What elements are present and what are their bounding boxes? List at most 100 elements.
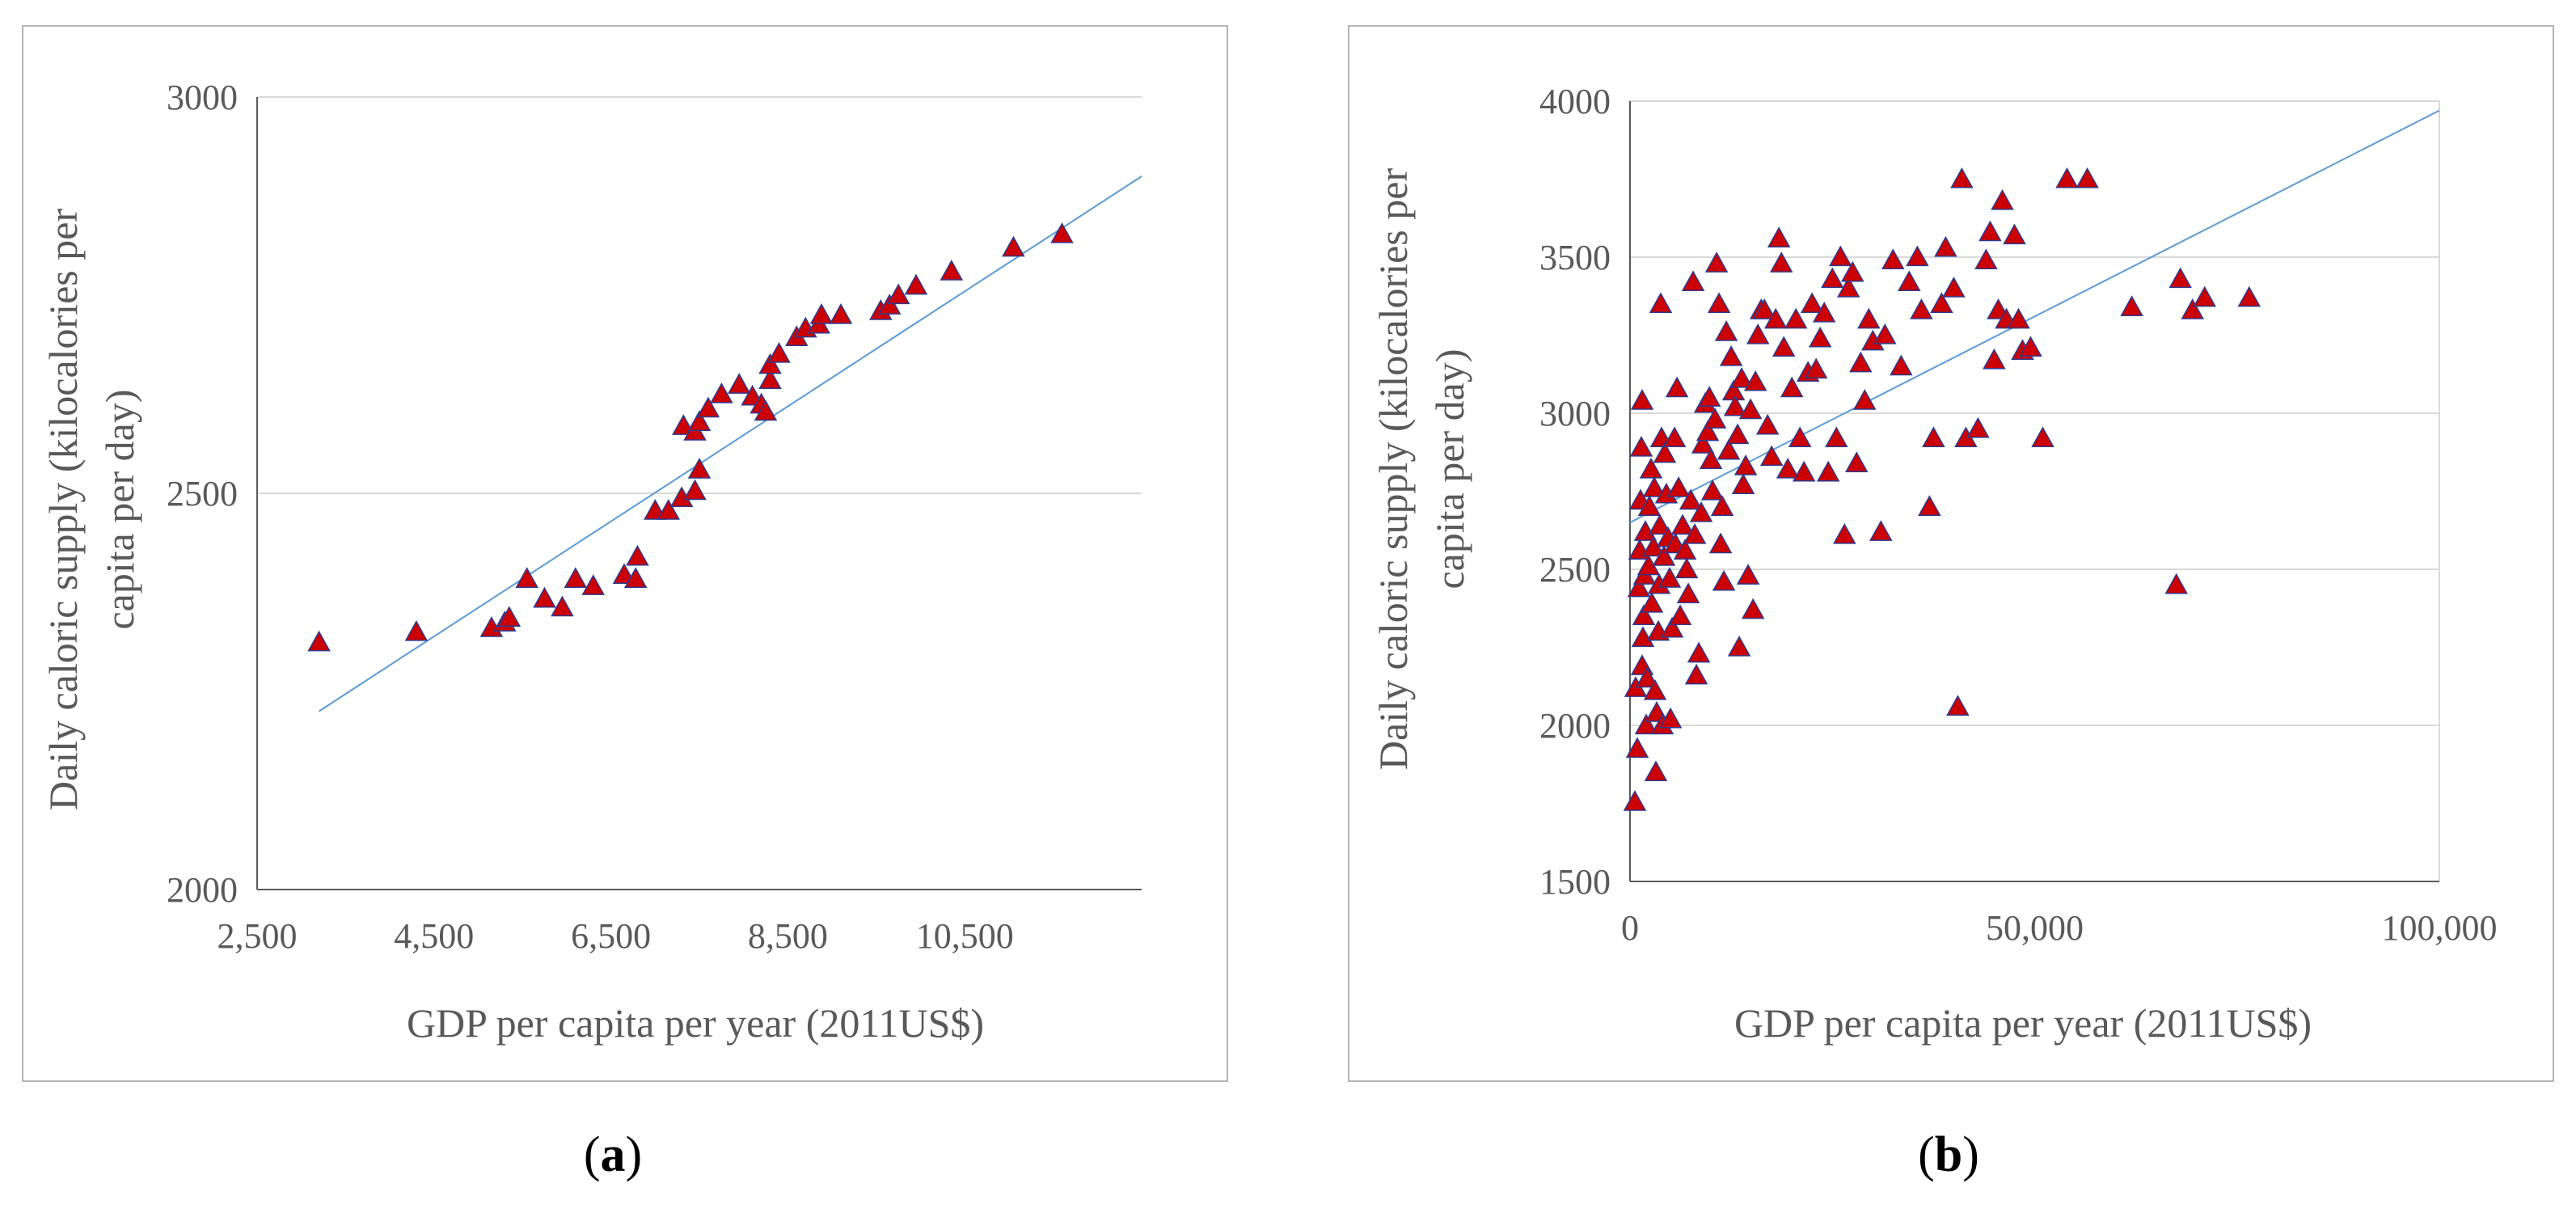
panel-b-point-78 (1746, 323, 1770, 344)
panel-b-point-49 (1684, 663, 1708, 685)
panel-b-point-44 (1674, 557, 1699, 579)
panel-b-point-139 (2164, 573, 2188, 594)
panel-b-point-75 (1738, 398, 1763, 420)
panel-a-caption-close: ) (626, 1127, 643, 1182)
panel-a-x-tick-label: 4,500 (394, 916, 474, 956)
panel-b-point-26 (1648, 514, 1672, 535)
panel-a-point-18 (683, 479, 707, 501)
panel-b-point-95 (1808, 326, 1832, 348)
panel-b-point-87 (1776, 457, 1800, 479)
panel-a-point-29 (767, 341, 791, 363)
panel-b-point-18 (1640, 591, 1664, 613)
panel-b-point-138 (2120, 295, 2143, 316)
panel-b-point-119 (1934, 235, 1957, 257)
panel-a-point-4 (497, 606, 522, 628)
panel-b-point-116 (1918, 495, 1941, 516)
panel-b-point-100 (1829, 245, 1852, 267)
panel-b-point-62 (1710, 495, 1734, 516)
panel-b-point-3 (1627, 576, 1651, 598)
panel-b-trendline (1629, 109, 2440, 523)
panel-a-point-8 (564, 567, 588, 588)
panel-b-y-tick-labels: 1500 2000 2500 3000 3500 4000 (1539, 82, 1611, 902)
panel-a-point-38 (904, 273, 928, 295)
panel-b-point-16 (1637, 495, 1662, 516)
panel-b-point-22 (1644, 760, 1668, 782)
panel-b-y-tick-label: 4000 (1539, 82, 1611, 121)
panel-a-point-33 (809, 302, 834, 324)
panel-b-point-13 (1634, 713, 1658, 735)
panel-b-point-48 (1683, 522, 1707, 544)
panel-b-point-14 (1635, 666, 1659, 688)
panel-b-point-71 (1729, 366, 1754, 388)
panel-b-point-81 (1755, 413, 1780, 435)
panel-a-x-tick-label: 2,500 (217, 916, 298, 956)
panel-b-point-105 (1849, 351, 1873, 373)
panel-b-point-54 (1696, 420, 1720, 442)
panel-b-point-55 (1697, 386, 1721, 407)
panel-b-point-43 (1673, 539, 1697, 560)
panel-b-x-axis-label: GDP per capita per year (2011US$) (1734, 1000, 2312, 1046)
panel-a-y-tick-label: 2500 (167, 474, 238, 514)
panel-b-point-41 (1668, 604, 1692, 626)
panel-b-point-45 (1676, 582, 1700, 604)
panel-a-caption: (a) (584, 1127, 642, 1182)
panel-b-point-85 (1769, 251, 1793, 273)
panel-a-x-axis-label: GDP per capita per year (2011US$) (407, 1000, 984, 1046)
panel-a-y-axis-label-line-1: Daily caloric supply (kilocalories per (40, 209, 86, 811)
panel-a-point-14 (657, 499, 680, 520)
panel-b-y-tick-label: 3500 (1539, 238, 1611, 277)
panel-b-point-129 (1991, 188, 2014, 210)
panel-b-point-96 (1812, 301, 1836, 323)
panel-a-point-36 (877, 294, 902, 315)
panel-b-point-137 (2076, 167, 2099, 188)
panel-b-point-142 (2193, 285, 2216, 307)
panel-a-point-41 (1050, 222, 1074, 243)
panel-b-point-131 (2003, 223, 2026, 245)
panel-b-point-47 (1681, 270, 1705, 292)
panel-b-point-9 (1631, 626, 1655, 648)
panel-a-point-27 (758, 368, 782, 390)
panel-a-x-tick-label: 8,500 (748, 916, 828, 956)
panel-b-point-56 (1699, 448, 1723, 470)
panel-a-x-tick-label: 10,500 (916, 916, 1014, 956)
panel-b-point-76 (1741, 598, 1765, 619)
panel-b-point-74 (1736, 564, 1760, 585)
panel-b-frame (1348, 25, 2554, 1082)
panel-b-point-82 (1759, 445, 1784, 467)
panel-b-point-97 (1816, 460, 1840, 482)
panel-b-point-80 (1752, 298, 1776, 319)
panel-a-y-tick-label: 2000 (167, 870, 238, 910)
panel-b-point-90 (1788, 426, 1812, 448)
panel-a-caption-letter: a (601, 1127, 626, 1182)
panel-b-point-94 (1804, 357, 1828, 379)
panel-b-point-27 (1649, 292, 1673, 314)
panel-b-point-7 (1630, 389, 1654, 410)
panel-b-point-21 (1643, 678, 1667, 700)
panel-b-point-106 (1853, 389, 1877, 410)
panel-b-point-35 (1658, 707, 1683, 729)
panel-b-x-tick-label: 0 (1621, 908, 1639, 948)
panel-b-y-axis-label: Daily caloric supply (kilocalories per c… (1370, 168, 1472, 771)
panel-b-caption-letter: b (1935, 1127, 1962, 1182)
panel-b-point-61 (1708, 532, 1733, 554)
panel-a-point-39 (940, 260, 964, 281)
panel-b-point-69 (1725, 423, 1750, 445)
panel-b-point-125 (1974, 248, 1998, 270)
panel-b-point-136 (2055, 167, 2079, 188)
panel-b-point-31 (1653, 442, 1677, 463)
panel-b-point-112 (1890, 354, 1913, 376)
panel-b-point-39 (1665, 376, 1689, 398)
panel-b-point-113 (1898, 270, 1921, 292)
panel-b-y-axis-label-line-2: capita per day) (1427, 349, 1472, 589)
panel-b-point-68 (1723, 395, 1747, 416)
panel-a-point-12 (626, 544, 649, 566)
panel-b-point-88 (1780, 376, 1804, 398)
panel-b-point-121 (1946, 695, 1970, 716)
panel-b-point-50 (1687, 641, 1711, 663)
panel-a-y-tick-label: 3000 (167, 78, 238, 117)
panel-a-points (307, 222, 1074, 652)
panel-b-x-tick-label: 100,000 (2382, 908, 2498, 948)
panel-b-y-axis-label-line-1: Daily caloric supply (kilocalories per (1370, 168, 1416, 771)
panel-b-caption-close: ) (1962, 1127, 1979, 1182)
panel-b-point-117 (1922, 426, 1945, 448)
